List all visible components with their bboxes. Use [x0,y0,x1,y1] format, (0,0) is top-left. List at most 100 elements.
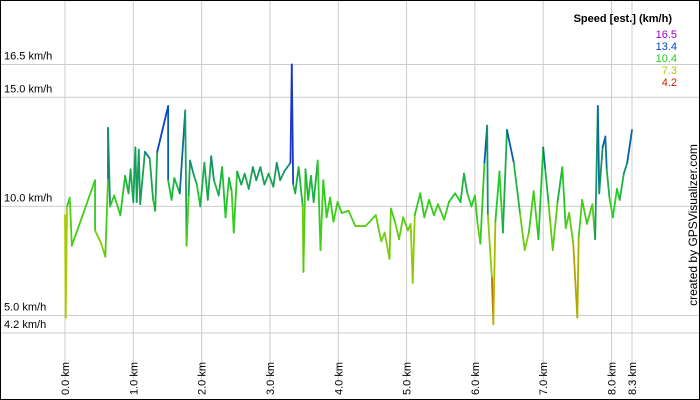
track-segment [473,194,479,225]
track-segment [581,198,588,225]
track-segment [437,203,446,221]
track-segment [113,194,122,217]
track-segment [423,198,431,219]
y-tick-label: 5.0 km/h [4,302,46,314]
track-segment [203,161,209,201]
legend-title: Speed [est.] (km/h) [574,13,673,25]
track-segment [542,146,547,171]
track-segment [137,148,142,206]
track-segment [68,196,73,247]
track-segment [402,216,409,232]
track-segment [272,161,278,188]
track-segment [596,105,601,195]
track-segment [185,194,190,247]
track-segment [443,201,450,221]
track-segment [604,135,608,171]
track-segment [486,124,489,217]
track-segment [189,159,195,175]
track-segment [394,220,400,241]
y-tick-label: 10.0 km/h [4,192,52,204]
track-segment [523,231,530,251]
track-segment [537,146,545,241]
track-segment [178,109,187,195]
track-segment [332,201,339,223]
track-segment [459,172,465,203]
track-segment [626,129,633,164]
track-segment [618,172,625,201]
x-tick-label: 7.0 km [538,362,550,395]
track-segment [109,194,116,208]
track-segment [279,170,286,182]
track-segment [154,150,159,212]
track-segment [263,172,270,186]
track-segment [107,126,111,208]
track-segment [104,177,109,258]
track-segment [622,161,629,175]
track-segment [173,177,181,195]
track-segment [605,168,611,199]
track-segment [243,172,250,190]
track-segment [316,159,322,251]
track-segment [608,196,614,219]
track-segment [544,168,550,206]
x-tick-label: 0.0 km [60,362,72,395]
track-segment [532,190,540,241]
x-tick-label: 8.0 km [607,362,619,395]
y-tick-label: 4.2 km/h [4,319,46,331]
track-segment [322,179,328,219]
track-segment [259,166,266,186]
labels: 4.2 km/h 5.0 km/h 10.0 km/h 15.0 km/h 16.5 k… [4,51,639,395]
x-tick-label: 4.0 km [333,362,345,395]
track-segment [556,166,564,203]
track-segment [419,192,426,219]
track-segment [448,192,456,203]
track-segment [611,188,618,219]
track-segment [240,172,246,186]
track-segment [336,201,343,214]
track-segment [192,172,198,186]
track-segment [206,155,213,201]
track-segment [577,198,584,238]
track-segment [304,168,310,201]
track-segment [247,166,254,190]
track-segment [479,161,486,245]
track-segment [195,183,202,208]
track-segment [492,220,497,326]
track-segment [329,196,335,223]
track-segment [213,179,220,197]
track-segment [290,63,295,186]
x-tick-label: 1.0 km [128,362,140,395]
track-segment [564,212,571,230]
track-segment [383,231,391,260]
track-segment [547,203,554,251]
track-segment [432,203,439,217]
legend-entry: 16.5 [656,29,677,41]
track-segment [228,177,233,193]
x-tick-label: 8.3 km [627,362,639,395]
track-segment [561,166,567,230]
x-tick-label: 6.0 km [470,362,482,395]
track-segment [325,196,331,219]
track-segment [568,212,575,245]
track-segment [519,212,526,251]
track-segment [463,172,469,195]
track-segment [283,161,292,173]
x-tick-label: 3.0 km [265,362,277,395]
track-segment [494,170,501,223]
legend-entry: 13.4 [656,41,677,53]
track-segment [170,177,176,201]
track-segment [187,159,191,197]
credit: created by GPSVisualizer.com [686,144,700,306]
track-segment [398,216,405,241]
track-segment [221,166,227,219]
track-segment [94,229,103,245]
track [64,63,633,326]
y-tick-label: 15.0 km/h [4,83,52,95]
track-segment [139,150,146,206]
legend-entry: 4.2 [662,77,677,89]
legend-entry: 10.4 [656,53,677,65]
x-tick-label: 2.0 km [197,362,209,395]
track-segment [340,209,350,214]
